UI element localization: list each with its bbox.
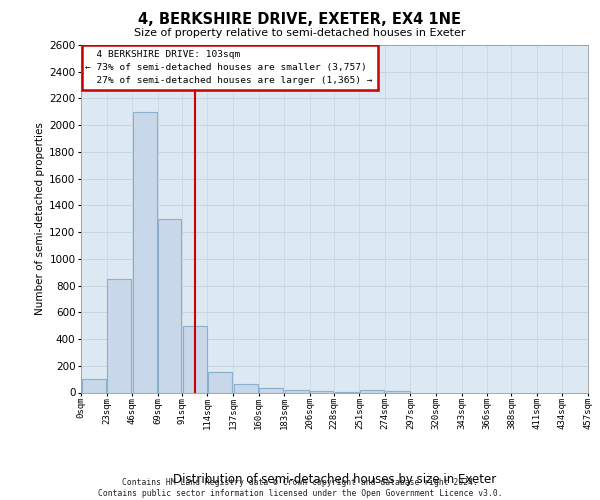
Bar: [360, 390, 385, 392]
Text: 4, BERKSHIRE DRIVE, EXETER, EX4 1NE: 4, BERKSHIRE DRIVE, EXETER, EX4 1NE: [139, 12, 461, 28]
Bar: [310, 391, 333, 392]
Bar: [182, 326, 207, 392]
Bar: [158, 219, 181, 392]
Text: Contains HM Land Registry data © Crown copyright and database right 2024.
Contai: Contains HM Land Registry data © Crown c…: [98, 478, 502, 498]
Text: 4 BERKSHIRE DRIVE: 103sqm
← 73% of semi-detached houses are smaller (3,757)
  27: 4 BERKSHIRE DRIVE: 103sqm ← 73% of semi-…: [85, 50, 373, 85]
Bar: [284, 390, 309, 392]
Bar: [386, 391, 410, 392]
Bar: [233, 384, 258, 392]
Text: Size of property relative to semi-detached houses in Exeter: Size of property relative to semi-detach…: [134, 28, 466, 38]
Bar: [208, 372, 232, 392]
Bar: [133, 112, 157, 392]
Bar: [259, 388, 283, 392]
Bar: [107, 279, 131, 392]
FancyBboxPatch shape: [82, 46, 379, 90]
Bar: [82, 379, 106, 392]
Y-axis label: Number of semi-detached properties: Number of semi-detached properties: [35, 122, 45, 315]
X-axis label: Distribution of semi-detached houses by size in Exeter: Distribution of semi-detached houses by …: [173, 474, 496, 486]
